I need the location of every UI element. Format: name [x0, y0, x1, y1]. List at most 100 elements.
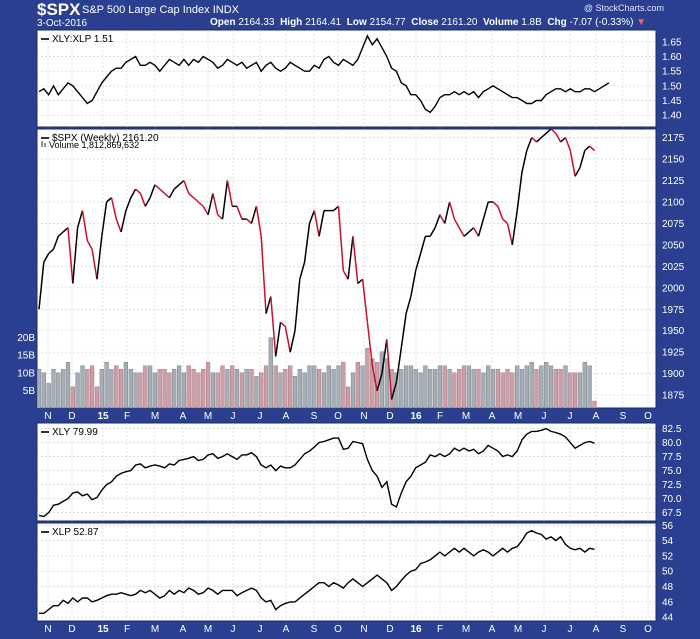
volume-bar: [65, 362, 71, 409]
volume-bar: [548, 365, 554, 409]
spx-series-segment: [193, 197, 199, 203]
spx-legend: $SPX (Weekly) 2161.20: [52, 133, 159, 144]
volume-bar: [346, 386, 351, 409]
volume-bar: [186, 365, 191, 409]
volume-bar: [176, 365, 182, 409]
volume-bar: [326, 365, 331, 409]
x-tick-label: M: [204, 624, 212, 635]
spx-series-segment: [250, 206, 258, 224]
volume-legend: Volume 1,812,869,632: [49, 140, 139, 150]
volume-bar: [259, 372, 264, 409]
spx-series-segment: [280, 321, 286, 327]
volume-bar: [85, 369, 90, 409]
volume-bar: [191, 369, 196, 409]
spx-series-segment: [468, 227, 475, 233]
x-tick-label: A: [180, 411, 187, 422]
spx-series-segment: [333, 205, 339, 212]
y-tick-label: 2025: [662, 262, 685, 273]
spx-series-segment: [569, 150, 576, 177]
spx-series-segment: [38, 262, 45, 310]
volume-bar: [331, 369, 336, 409]
volume-tick-label: 5B: [23, 386, 36, 397]
spx-series-segment: [313, 210, 320, 237]
volume-bar: [70, 386, 75, 409]
volume-bar: [249, 369, 254, 409]
x-tick-label: J: [258, 624, 263, 635]
spx-series-segment: [149, 184, 156, 198]
spx-series-segment: [81, 210, 89, 241]
volume-bar: [205, 362, 211, 409]
volume-bar: [157, 369, 162, 409]
x-tick-label: J: [231, 411, 236, 422]
spx-series-segment: [535, 137, 542, 143]
y-tick-label: 77.5: [662, 452, 682, 463]
spx-series-segment: [299, 261, 306, 280]
volume-bar: [442, 365, 447, 409]
spx-series-segment: [564, 137, 572, 151]
volume-bar: [592, 400, 597, 409]
x-tick-label: F: [437, 624, 443, 635]
ratio-series-line: [38, 34, 610, 114]
volume-bar: [263, 365, 269, 409]
chart-header: $SPX S&P 500 Large Cap Index INDX 3-Oct-…: [0, 0, 700, 30]
volume-bar: [104, 362, 109, 409]
spx-series-segment: [135, 188, 141, 194]
x-axis-band: [37, 621, 656, 637]
spx-series-segment: [125, 197, 132, 211]
volume-bar: [75, 372, 80, 409]
volume-bar: [114, 365, 119, 409]
spx-series-segment: [492, 201, 499, 207]
volume-bar: [495, 369, 500, 409]
x-tick-label: A: [283, 624, 290, 635]
spx-series-segment: [531, 137, 538, 143]
volume-bar: [587, 365, 592, 409]
y-tick-label: 2100: [662, 197, 685, 208]
volume-bar: [297, 369, 302, 409]
volume-bar: [317, 369, 322, 409]
symbol-text: $SPX: [37, 0, 81, 19]
spx-series-segment: [101, 201, 108, 237]
y-tick-label: 2175: [662, 133, 685, 144]
spx-series-segment: [526, 137, 533, 151]
spx-series-segment: [589, 145, 595, 152]
panel-background: [36, 422, 657, 522]
y-tick-label: 2150: [662, 155, 685, 166]
x-tick-label: N: [44, 624, 51, 635]
spx-series-segment: [265, 296, 272, 314]
x-tick-label: M: [462, 624, 470, 635]
volume-bar: [61, 369, 66, 409]
y-tick-label: 46: [662, 597, 674, 608]
spx-series-segment: [202, 205, 209, 216]
volume-bar: [573, 372, 578, 409]
spx-series-segment: [584, 145, 591, 152]
x-tick-label: 16: [410, 624, 422, 635]
x-tick-label: 16: [410, 411, 422, 422]
spx-series-segment: [463, 231, 470, 237]
y-tick-label: 2075: [662, 219, 685, 230]
spx-series-segment: [376, 373, 383, 392]
x-tick-label: O: [334, 411, 342, 422]
volume-bar: [524, 365, 529, 409]
volume-bar: [94, 386, 100, 409]
volume-bar: [239, 372, 244, 409]
x-tick-label: O: [334, 624, 342, 635]
volume-bar: [558, 369, 563, 409]
spx-series-segment: [448, 201, 456, 220]
volume-bar: [133, 372, 138, 409]
volume-bar: [118, 369, 124, 409]
spx-series-segment: [308, 210, 316, 224]
volume-bar: [433, 369, 438, 409]
spx-series-segment: [173, 184, 180, 190]
y-tick-label: 67.5: [662, 508, 682, 519]
y-tick-label: 44: [662, 613, 674, 624]
spx-series-segment: [106, 197, 112, 203]
spx-series-segment: [352, 236, 359, 284]
volume-bar: [452, 372, 457, 409]
spx-series-segment: [255, 206, 262, 237]
volume-bar: [457, 369, 462, 409]
volume-bar: [519, 369, 525, 409]
volume-bar: [486, 365, 491, 409]
volume-bar: [230, 365, 235, 409]
x-tick-label: D: [386, 411, 393, 422]
volume-bar: [515, 365, 520, 409]
